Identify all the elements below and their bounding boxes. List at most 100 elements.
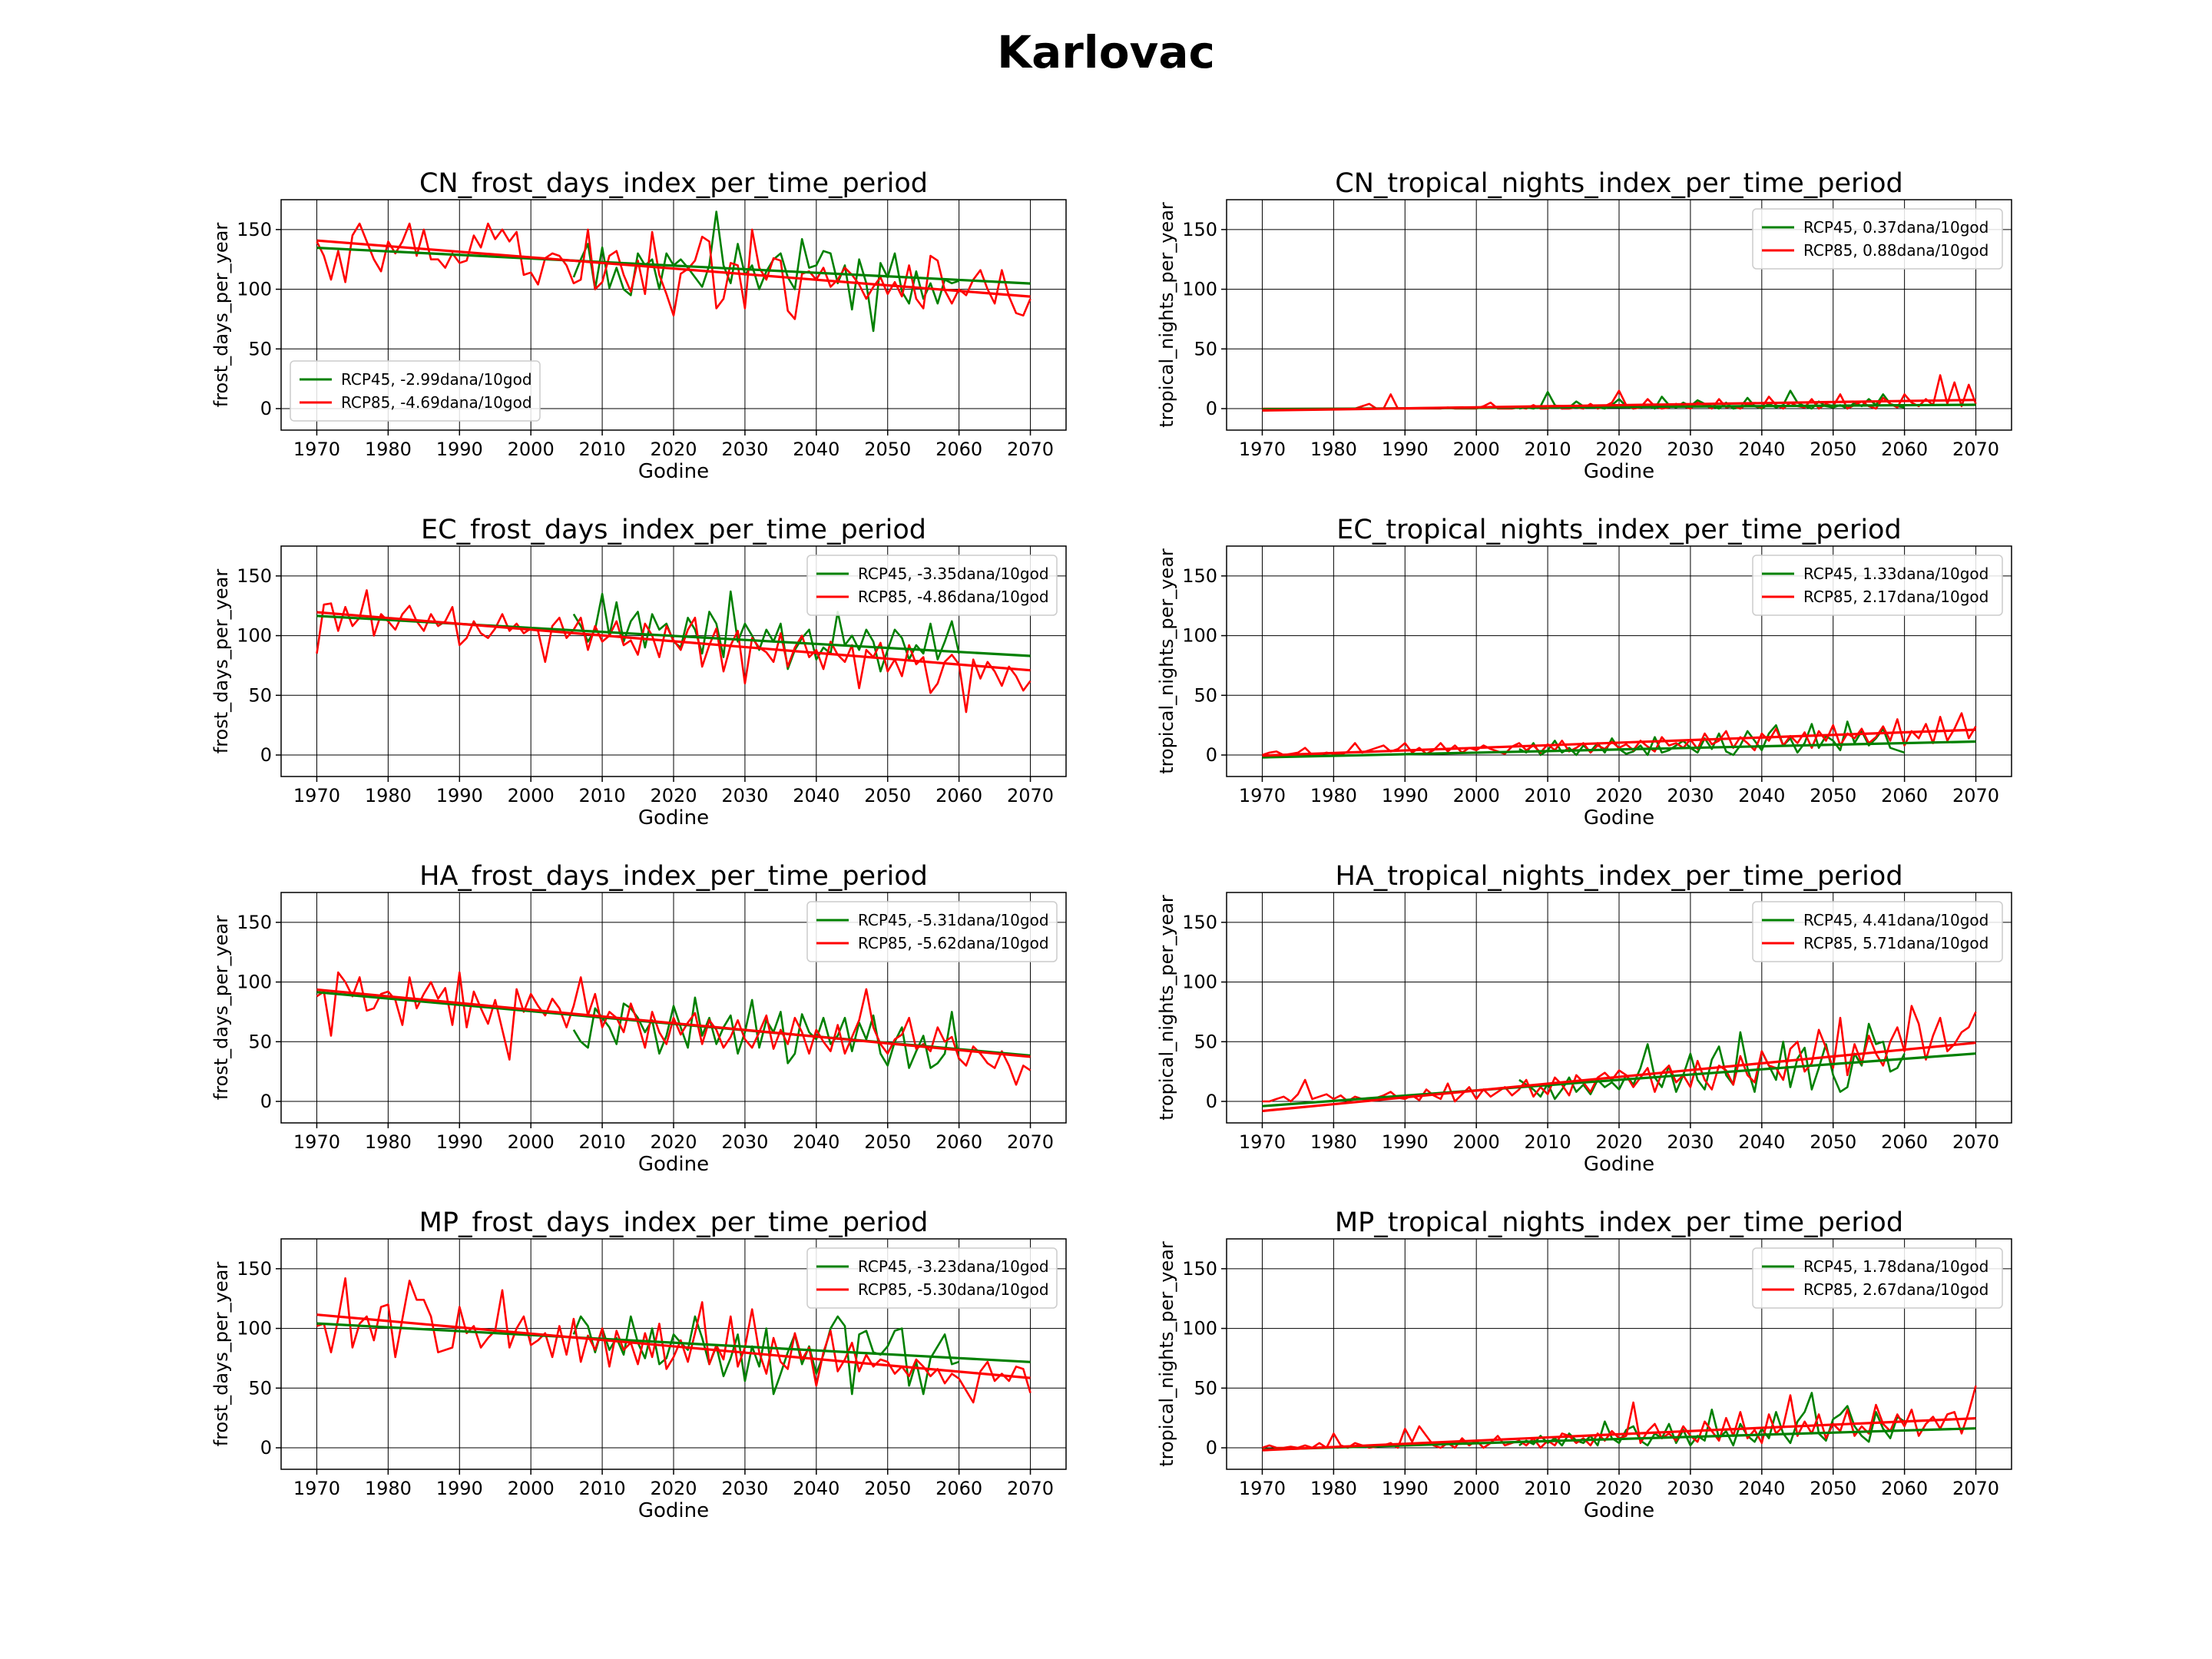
x-tick-label: 2030	[721, 439, 768, 460]
y-tick-label: 100	[237, 279, 272, 300]
legend-box	[1752, 901, 2003, 962]
x-tick-label: 2000	[508, 785, 555, 806]
legend-label: RCP85, 2.67dana/10god	[1803, 1280, 1988, 1299]
x-tick-label: 2020	[650, 785, 697, 806]
x-tick-label: 1990	[436, 439, 483, 460]
x-tick-label: 2010	[579, 785, 626, 806]
y-tick-label: 50	[248, 684, 272, 706]
y-tick-label: 150	[1182, 912, 1217, 933]
x-tick-label: 2040	[793, 1478, 839, 1499]
y-tick-label: 50	[248, 1031, 272, 1052]
x-tick-label: 2040	[793, 439, 839, 460]
x-tick-label: 2030	[721, 1478, 768, 1499]
trend-line	[316, 611, 1031, 672]
panel-title: CN_tropical_nights_index_per_time_period	[1335, 168, 1902, 199]
y-tick-label: 150	[237, 565, 272, 587]
legend-label: RCP85, -5.62dana/10god	[858, 934, 1049, 952]
x-tick-label: 2070	[1952, 439, 1999, 460]
x-tick-label: 2040	[793, 785, 839, 806]
y-tick-label: 0	[1206, 1091, 1217, 1112]
legend-label: RCP85, -4.69dana/10god	[341, 393, 532, 412]
x-tick-label: 2040	[1738, 785, 1785, 806]
y-axis-label: tropical_nights_per_year	[1156, 1241, 1177, 1467]
y-tick-label: 50	[1194, 338, 1217, 359]
x-axis-label: Godine	[638, 1499, 709, 1522]
x-tick-label: 2060	[935, 785, 982, 806]
x-tick-label: 2050	[1810, 1131, 1856, 1153]
legend: RCP45, 1.78dana/10god RCP85, 2.67dana/10g…	[1752, 1247, 2003, 1309]
x-tick-label: 1970	[293, 785, 340, 806]
x-tick-label: 2050	[1810, 439, 1856, 460]
trend-line	[316, 247, 1031, 285]
x-tick-label: 2010	[579, 1478, 626, 1499]
x-tick-label: 2070	[1007, 1478, 1054, 1499]
x-tick-label: 2070	[1952, 1478, 1999, 1499]
x-axis-label: Godine	[1584, 460, 1654, 483]
x-tick-label: 2020	[1595, 1478, 1642, 1499]
x-tick-label: 2010	[579, 1131, 626, 1153]
x-tick-label: 2030	[1667, 785, 1714, 806]
legend-box	[806, 1247, 1058, 1309]
legend-label: RCP45, 0.37dana/10god	[1803, 218, 1988, 237]
series-line	[1518, 1392, 1906, 1447]
legend-box	[806, 901, 1058, 962]
x-tick-label: 2020	[650, 1478, 697, 1499]
x-tick-label: 1980	[1310, 1131, 1357, 1153]
y-tick-label: 100	[237, 1318, 272, 1339]
x-tick-label: 2010	[1525, 1131, 1571, 1153]
x-axis-label: Godine	[1584, 806, 1654, 830]
x-tick-label: 2070	[1007, 785, 1054, 806]
y-tick-label: 50	[248, 1377, 272, 1399]
series-line	[572, 590, 960, 673]
panel-title: EC_frost_days_index_per_time_period	[421, 515, 926, 545]
y-axis-label: tropical_nights_per_year	[1156, 202, 1177, 428]
x-tick-label: 2060	[1881, 1131, 1928, 1153]
figure-title: Karlovac	[997, 26, 1215, 78]
trend-line	[1262, 740, 1976, 759]
y-tick-label: 100	[1182, 625, 1217, 647]
x-axis-label: Godine	[638, 460, 709, 483]
x-tick-label: 2040	[1738, 1131, 1785, 1153]
legend-label: RCP45, 1.78dana/10god	[1803, 1257, 1988, 1276]
x-tick-label: 2050	[864, 1478, 911, 1499]
y-tick-label: 0	[1206, 398, 1217, 419]
trend-line	[1262, 1417, 1976, 1452]
x-tick-label: 1970	[293, 1478, 340, 1499]
x-tick-label: 2040	[1738, 1478, 1785, 1499]
x-tick-label: 1990	[1382, 1131, 1429, 1153]
chart-panel: CN_frost_days_index_per_time_period 1970 1…	[210, 168, 1067, 483]
legend: RCP45, 4.41dana/10god RCP85, 5.71dana/10g…	[1752, 901, 2003, 962]
legend-label: RCP45, -3.23dana/10god	[858, 1257, 1049, 1276]
y-tick-label: 50	[1194, 684, 1217, 706]
chart-panel: EC_tropical_nights_index_per_time_period…	[1156, 515, 2012, 830]
legend-label: RCP85, -4.86dana/10god	[858, 588, 1049, 606]
legend-box	[1752, 1247, 2003, 1309]
x-tick-label: 1990	[436, 785, 483, 806]
x-tick-label: 1980	[365, 439, 412, 460]
y-axis-label: frost_days_per_year	[210, 916, 232, 1101]
x-tick-label: 2030	[1667, 439, 1714, 460]
legend: RCP45, 0.37dana/10god RCP85, 0.88dana/10g…	[1752, 208, 2003, 270]
chart-panel: HA_frost_days_index_per_time_period 1970 1…	[210, 861, 1067, 1176]
trend-line	[1262, 728, 1976, 757]
trend-line	[316, 988, 1031, 1058]
y-tick-label: 100	[237, 625, 272, 647]
legend-label: RCP45, -5.31dana/10god	[858, 911, 1049, 929]
legend: RCP45, -3.23dana/10god RCP85, -5.30dana/1…	[806, 1247, 1058, 1309]
panel-title: MP_frost_days_index_per_time_period	[419, 1207, 929, 1238]
x-tick-label: 2000	[1453, 1131, 1500, 1153]
x-tick-label: 2060	[1881, 439, 1928, 460]
x-tick-label: 2020	[1595, 1131, 1642, 1153]
x-tick-label: 1970	[1239, 1478, 1286, 1499]
x-tick-label: 1980	[1310, 1478, 1357, 1499]
x-tick-label: 1970	[293, 1131, 340, 1153]
y-axis-label: tropical_nights_per_year	[1156, 895, 1177, 1121]
x-tick-label: 1980	[365, 1131, 412, 1153]
x-tick-label: 2060	[935, 1478, 982, 1499]
panel-title: HA_tropical_nights_index_per_time_period	[1335, 861, 1902, 892]
x-tick-label: 2060	[935, 1131, 982, 1153]
y-tick-label: 0	[260, 744, 272, 766]
legend-label: RCP85, 0.88dana/10god	[1803, 241, 1988, 260]
y-tick-label: 0	[1206, 744, 1217, 766]
